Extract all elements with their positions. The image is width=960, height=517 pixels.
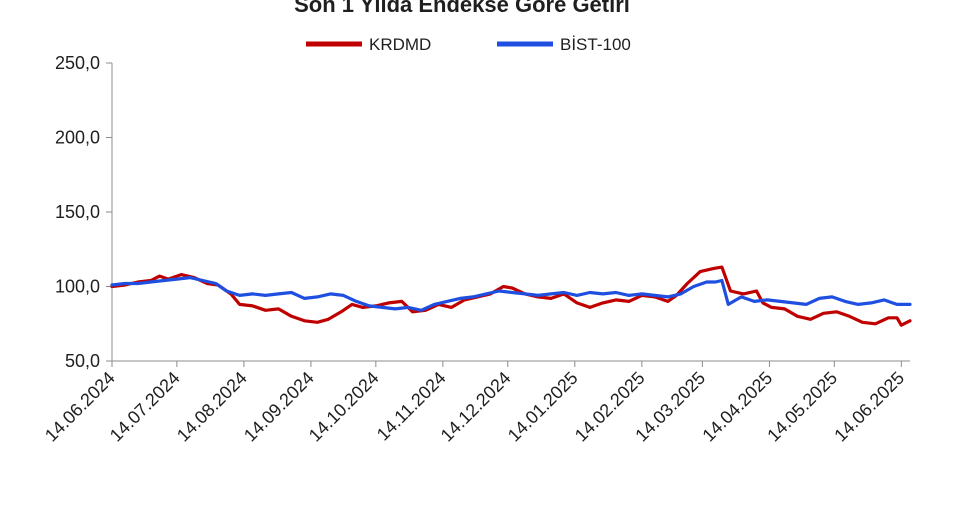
y-tick-label: 150,0 bbox=[55, 202, 100, 222]
x-tick-label: 14.01.2025 bbox=[504, 368, 582, 446]
chart-title: Son 1 Yılda Endekse Göre Getiri bbox=[294, 0, 630, 17]
y-tick-label: 50,0 bbox=[65, 351, 100, 371]
plot-lines bbox=[110, 265, 912, 327]
y-tick-label: 250,0 bbox=[55, 53, 100, 73]
legend: KRDMD BİST-100 bbox=[306, 35, 631, 54]
y-tick-label: 100,0 bbox=[55, 277, 100, 297]
legend-label-bist100: BİST-100 bbox=[560, 35, 631, 54]
x-axis: 14.06.202414.07.202414.08.202414.09.2024… bbox=[41, 360, 910, 446]
y-tick-label: 200,0 bbox=[55, 128, 100, 148]
x-tick-label: 14.08.2024 bbox=[173, 368, 251, 446]
x-tick-label: 14.05.2025 bbox=[763, 368, 841, 446]
series-line-bist100 bbox=[110, 276, 912, 312]
x-tick-label: 14.10.2024 bbox=[305, 368, 383, 446]
x-tick-label: 14.07.2024 bbox=[106, 368, 184, 446]
x-tick-label: 14.06.2025 bbox=[830, 368, 908, 446]
series-line-krdmd bbox=[110, 265, 912, 327]
legend-label-krdmd: KRDMD bbox=[369, 35, 431, 54]
x-tick-label: 14.12.2024 bbox=[437, 368, 515, 446]
y-axis: 250,0 200,0 150,0 100,0 50,0 bbox=[55, 53, 113, 371]
